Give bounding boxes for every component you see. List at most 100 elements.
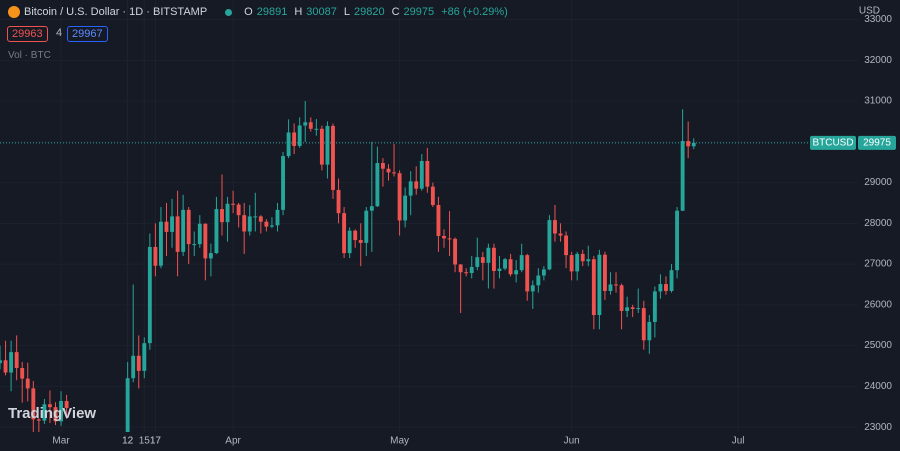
candle-body [514, 270, 519, 275]
candle-body [164, 221, 169, 232]
candle-body [286, 132, 291, 157]
candle-body [447, 238, 452, 240]
candle-body [469, 266, 474, 274]
x-tick-label: 12 [122, 436, 134, 447]
y-tick-label: 31000 [864, 96, 892, 107]
candle-body [131, 355, 136, 379]
candle-body [430, 186, 435, 205]
candle-body [380, 163, 385, 169]
candle-body [314, 128, 319, 130]
y-tick-label: 29000 [864, 177, 892, 188]
candle-body [220, 209, 224, 223]
l-label: L [343, 6, 350, 18]
candle-body [486, 247, 491, 263]
currency-label: USD [859, 6, 880, 17]
candle-body [208, 253, 213, 259]
candle-body [397, 173, 402, 221]
market-status [225, 8, 233, 16]
candle-body [197, 223, 202, 245]
candle-body [236, 204, 241, 216]
candle-body [258, 216, 263, 222]
candle-body [403, 195, 408, 221]
y-tick-label: 24000 [864, 381, 892, 392]
candle-body [625, 307, 630, 311]
candle-body [647, 321, 652, 341]
candle-body [503, 259, 507, 269]
y-tick-label: 27000 [864, 259, 892, 270]
candle-body [464, 272, 469, 274]
candle-body [436, 204, 441, 236]
candle-body [331, 125, 335, 190]
h-label: H [294, 6, 303, 18]
symbol-tag-label: BTCUSD [812, 137, 853, 148]
candle-body [564, 235, 569, 256]
candle-body [336, 189, 341, 214]
candle-body [142, 343, 147, 371]
candle-body [386, 168, 391, 173]
grid [0, 142, 858, 144]
candle-body [536, 275, 541, 286]
candle-body [264, 221, 269, 227]
candle-body [569, 255, 574, 272]
candle-body [641, 308, 646, 341]
y-tick-label: 33000 [864, 14, 892, 25]
candle-body [303, 122, 308, 126]
candle-body [475, 257, 480, 267]
candle-body [614, 284, 618, 286]
high-value: 30087 [306, 6, 337, 18]
candle-body [375, 163, 380, 207]
candle-body [48, 404, 52, 408]
y-tick-label: 25000 [864, 340, 892, 351]
candle-body [247, 216, 252, 232]
candle-body [275, 209, 280, 226]
symbol-title: Bitcoin / U.S. Dollar · 1D · BITSTAMP [24, 6, 208, 18]
candle-body [497, 268, 502, 272]
x-tick-label: Jun [564, 436, 580, 447]
candle-body [281, 156, 285, 210]
candle-body [31, 388, 36, 420]
y-tick-label: 32000 [864, 55, 892, 66]
candle-body [597, 254, 602, 316]
candle-body [392, 172, 396, 174]
candle-body [575, 253, 580, 272]
candle-body [0, 360, 2, 364]
candle-body [253, 216, 258, 218]
candle-body [42, 404, 47, 421]
candle-body [525, 255, 530, 292]
x-tick-label: 12 [122, 436, 134, 447]
x-tick-label: Mar [52, 436, 70, 447]
price-tag [858, 135, 896, 150]
candle-body [686, 141, 691, 147]
candle-body [170, 216, 174, 232]
candle-body [491, 247, 496, 272]
candle-body [159, 221, 163, 266]
spread: 4 [56, 27, 63, 39]
buy-box[interactable]: 29967 [67, 26, 108, 42]
open-value: 29891 [256, 6, 288, 18]
candle-body [442, 235, 446, 239]
candle-body [347, 230, 352, 254]
candle-body [558, 233, 563, 236]
candle-body [519, 255, 524, 271]
candle-body [580, 253, 585, 262]
low-value: 29820 [354, 6, 385, 18]
candle-body [630, 307, 635, 309]
candle-body [297, 125, 302, 146]
candle-body [553, 220, 557, 234]
x-tick-label: 15 [139, 436, 151, 447]
x-tick-label: Jul [732, 436, 745, 447]
candle-body [231, 203, 236, 205]
y-tick-label: 23000 [864, 422, 892, 433]
candle-body [608, 284, 613, 291]
candle-body [419, 160, 424, 189]
sell-box[interactable]: 29963 [7, 26, 48, 42]
candle-body [20, 368, 25, 379]
candle-body [225, 203, 230, 223]
candle-body [680, 141, 685, 211]
x-tick-label: Apr [225, 436, 241, 447]
candle-body [36, 419, 41, 421]
candle-body [3, 360, 8, 373]
change: +86 (+0.29%) [441, 6, 508, 18]
